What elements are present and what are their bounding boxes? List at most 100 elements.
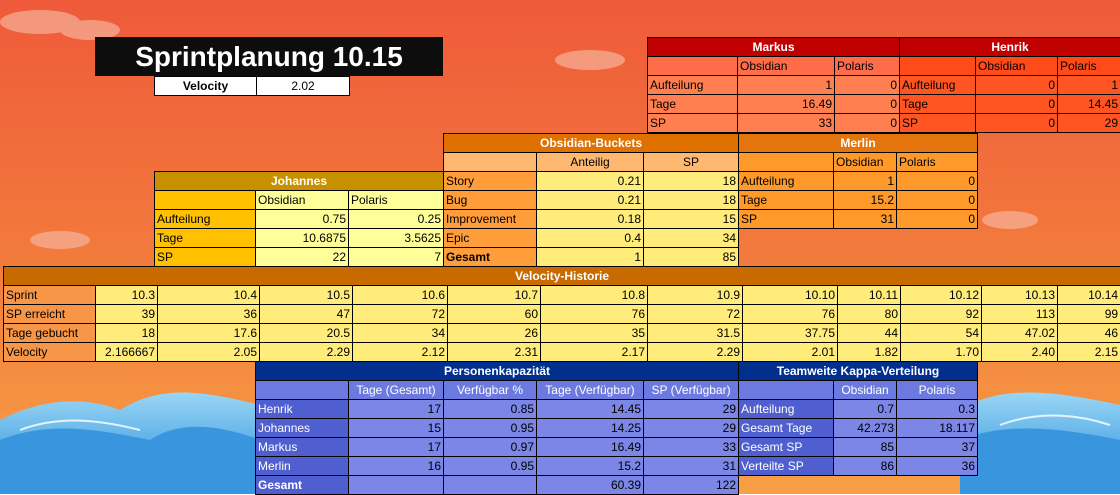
history-cell[interactable]: 17.6 <box>158 324 260 343</box>
johannes-cell[interactable]: 7 <box>349 248 444 267</box>
history-cell[interactable]: 31.5 <box>648 324 743 343</box>
history-cell[interactable]: 39 <box>96 305 158 324</box>
merlin-cell[interactable]: 1 <box>834 172 897 191</box>
history-cell[interactable]: 47.02 <box>982 324 1058 343</box>
history-cell[interactable]: 10.5 <box>260 286 353 305</box>
kappa-cell[interactable]: 85 <box>834 438 897 457</box>
history-cell[interactable]: 10.12 <box>901 286 982 305</box>
capacity-cell[interactable]: 29 <box>644 400 739 419</box>
capacity-cell[interactable]: 0.97 <box>444 438 537 457</box>
history-cell[interactable]: 2.40 <box>982 343 1058 362</box>
velocity-value[interactable]: 2.02 <box>257 77 350 96</box>
capacity-cell[interactable]: 31 <box>644 457 739 476</box>
kappa-cell[interactable]: 0.7 <box>834 400 897 419</box>
history-cell[interactable]: 36 <box>158 305 260 324</box>
history-cell[interactable]: 92 <box>901 305 982 324</box>
capacity-cell[interactable]: 14.45 <box>537 400 644 419</box>
henrik-cell[interactable]: 29 <box>1058 114 1120 133</box>
history-cell[interactable]: 35 <box>541 324 648 343</box>
history-cell[interactable]: 10.7 <box>448 286 541 305</box>
kappa-cell[interactable]: 18.117 <box>897 419 978 438</box>
history-cell[interactable]: 72 <box>648 305 743 324</box>
johannes-cell[interactable]: 0.75 <box>256 210 349 229</box>
history-cell[interactable]: 2.01 <box>743 343 838 362</box>
merlin-cell[interactable]: 0 <box>897 172 978 191</box>
capacity-cell[interactable]: 16 <box>349 457 444 476</box>
henrik-cell[interactable]: 0 <box>976 95 1058 114</box>
history-cell[interactable]: 72 <box>353 305 448 324</box>
markus-cell[interactable]: 0 <box>835 114 900 133</box>
history-cell[interactable]: 2.29 <box>260 343 353 362</box>
buckets-cell[interactable]: 0.21 <box>537 191 644 210</box>
merlin-cell[interactable]: 0 <box>897 191 978 210</box>
history-cell[interactable]: 10.11 <box>838 286 901 305</box>
merlin-cell[interactable]: 0 <box>897 210 978 229</box>
buckets-cell[interactable]: 0.4 <box>537 229 644 248</box>
johannes-cell[interactable]: 3.5625 <box>349 229 444 248</box>
markus-cell[interactable]: 33 <box>738 114 835 133</box>
history-cell[interactable]: 80 <box>838 305 901 324</box>
history-cell[interactable]: 54 <box>901 324 982 343</box>
henrik-cell[interactable]: 0 <box>976 114 1058 133</box>
history-cell[interactable]: 2.15 <box>1058 343 1120 362</box>
history-cell[interactable]: 1.82 <box>838 343 901 362</box>
history-cell[interactable]: 2.166667 <box>96 343 158 362</box>
history-cell[interactable]: 10.6 <box>353 286 448 305</box>
kappa-cell[interactable]: 42.273 <box>834 419 897 438</box>
johannes-cell[interactable]: 10.6875 <box>256 229 349 248</box>
henrik-cell[interactable]: 0 <box>976 76 1058 95</box>
history-cell[interactable]: 76 <box>541 305 648 324</box>
history-cell[interactable]: 37.75 <box>743 324 838 343</box>
history-cell[interactable]: 10.9 <box>648 286 743 305</box>
capacity-cell[interactable]: 17 <box>349 400 444 419</box>
history-cell[interactable]: 2.12 <box>353 343 448 362</box>
buckets-cell[interactable]: 34 <box>644 229 739 248</box>
buckets-cell[interactable]: 18 <box>644 191 739 210</box>
merlin-cell[interactable]: 15.2 <box>834 191 897 210</box>
capacity-cell[interactable]: 29 <box>644 419 739 438</box>
history-cell[interactable]: 47 <box>260 305 353 324</box>
markus-cell[interactable]: 16.49 <box>738 95 835 114</box>
johannes-cell[interactable]: 22 <box>256 248 349 267</box>
johannes-cell[interactable]: 0.25 <box>349 210 444 229</box>
capacity-cell[interactable]: 33 <box>644 438 739 457</box>
history-cell[interactable]: 46 <box>1058 324 1120 343</box>
markus-cell[interactable]: 0 <box>835 95 900 114</box>
history-cell[interactable]: 2.17 <box>541 343 648 362</box>
history-cell[interactable]: 1.70 <box>901 343 982 362</box>
buckets-cell[interactable]: 15 <box>644 210 739 229</box>
history-cell[interactable]: 76 <box>743 305 838 324</box>
history-cell[interactable]: 10.4 <box>158 286 260 305</box>
markus-cell[interactable]: 0 <box>835 76 900 95</box>
buckets-cell[interactable]: 18 <box>644 172 739 191</box>
history-cell[interactable]: 113 <box>982 305 1058 324</box>
merlin-cell[interactable]: 31 <box>834 210 897 229</box>
buckets-cell[interactable]: 0.18 <box>537 210 644 229</box>
kappa-cell[interactable]: 86 <box>834 457 897 476</box>
history-cell[interactable]: 20.5 <box>260 324 353 343</box>
kappa-cell[interactable]: 37 <box>897 438 978 457</box>
history-cell[interactable]: 2.29 <box>648 343 743 362</box>
history-cell[interactable]: 44 <box>838 324 901 343</box>
history-cell[interactable]: 10.8 <box>541 286 648 305</box>
history-cell[interactable]: 18 <box>96 324 158 343</box>
capacity-cell[interactable]: 15.2 <box>537 457 644 476</box>
capacity-cell[interactable]: 17 <box>349 438 444 457</box>
history-cell[interactable]: 10.10 <box>743 286 838 305</box>
kappa-cell[interactable]: 36 <box>897 457 978 476</box>
capacity-cell[interactable]: 16.49 <box>537 438 644 457</box>
history-cell[interactable]: 10.14 <box>1058 286 1120 305</box>
henrik-cell[interactable]: 1 <box>1058 76 1120 95</box>
capacity-cell[interactable]: 0.95 <box>444 457 537 476</box>
history-cell[interactable]: 99 <box>1058 305 1120 324</box>
henrik-cell[interactable]: 14.45 <box>1058 95 1120 114</box>
history-cell[interactable]: 60 <box>448 305 541 324</box>
kappa-cell[interactable]: 0.3 <box>897 400 978 419</box>
history-cell[interactable]: 10.3 <box>96 286 158 305</box>
history-cell[interactable]: 26 <box>448 324 541 343</box>
capacity-cell[interactable]: 0.85 <box>444 400 537 419</box>
history-cell[interactable]: 10.13 <box>982 286 1058 305</box>
history-cell[interactable]: 34 <box>353 324 448 343</box>
capacity-cell[interactable]: 0.95 <box>444 419 537 438</box>
capacity-cell[interactable]: 14.25 <box>537 419 644 438</box>
